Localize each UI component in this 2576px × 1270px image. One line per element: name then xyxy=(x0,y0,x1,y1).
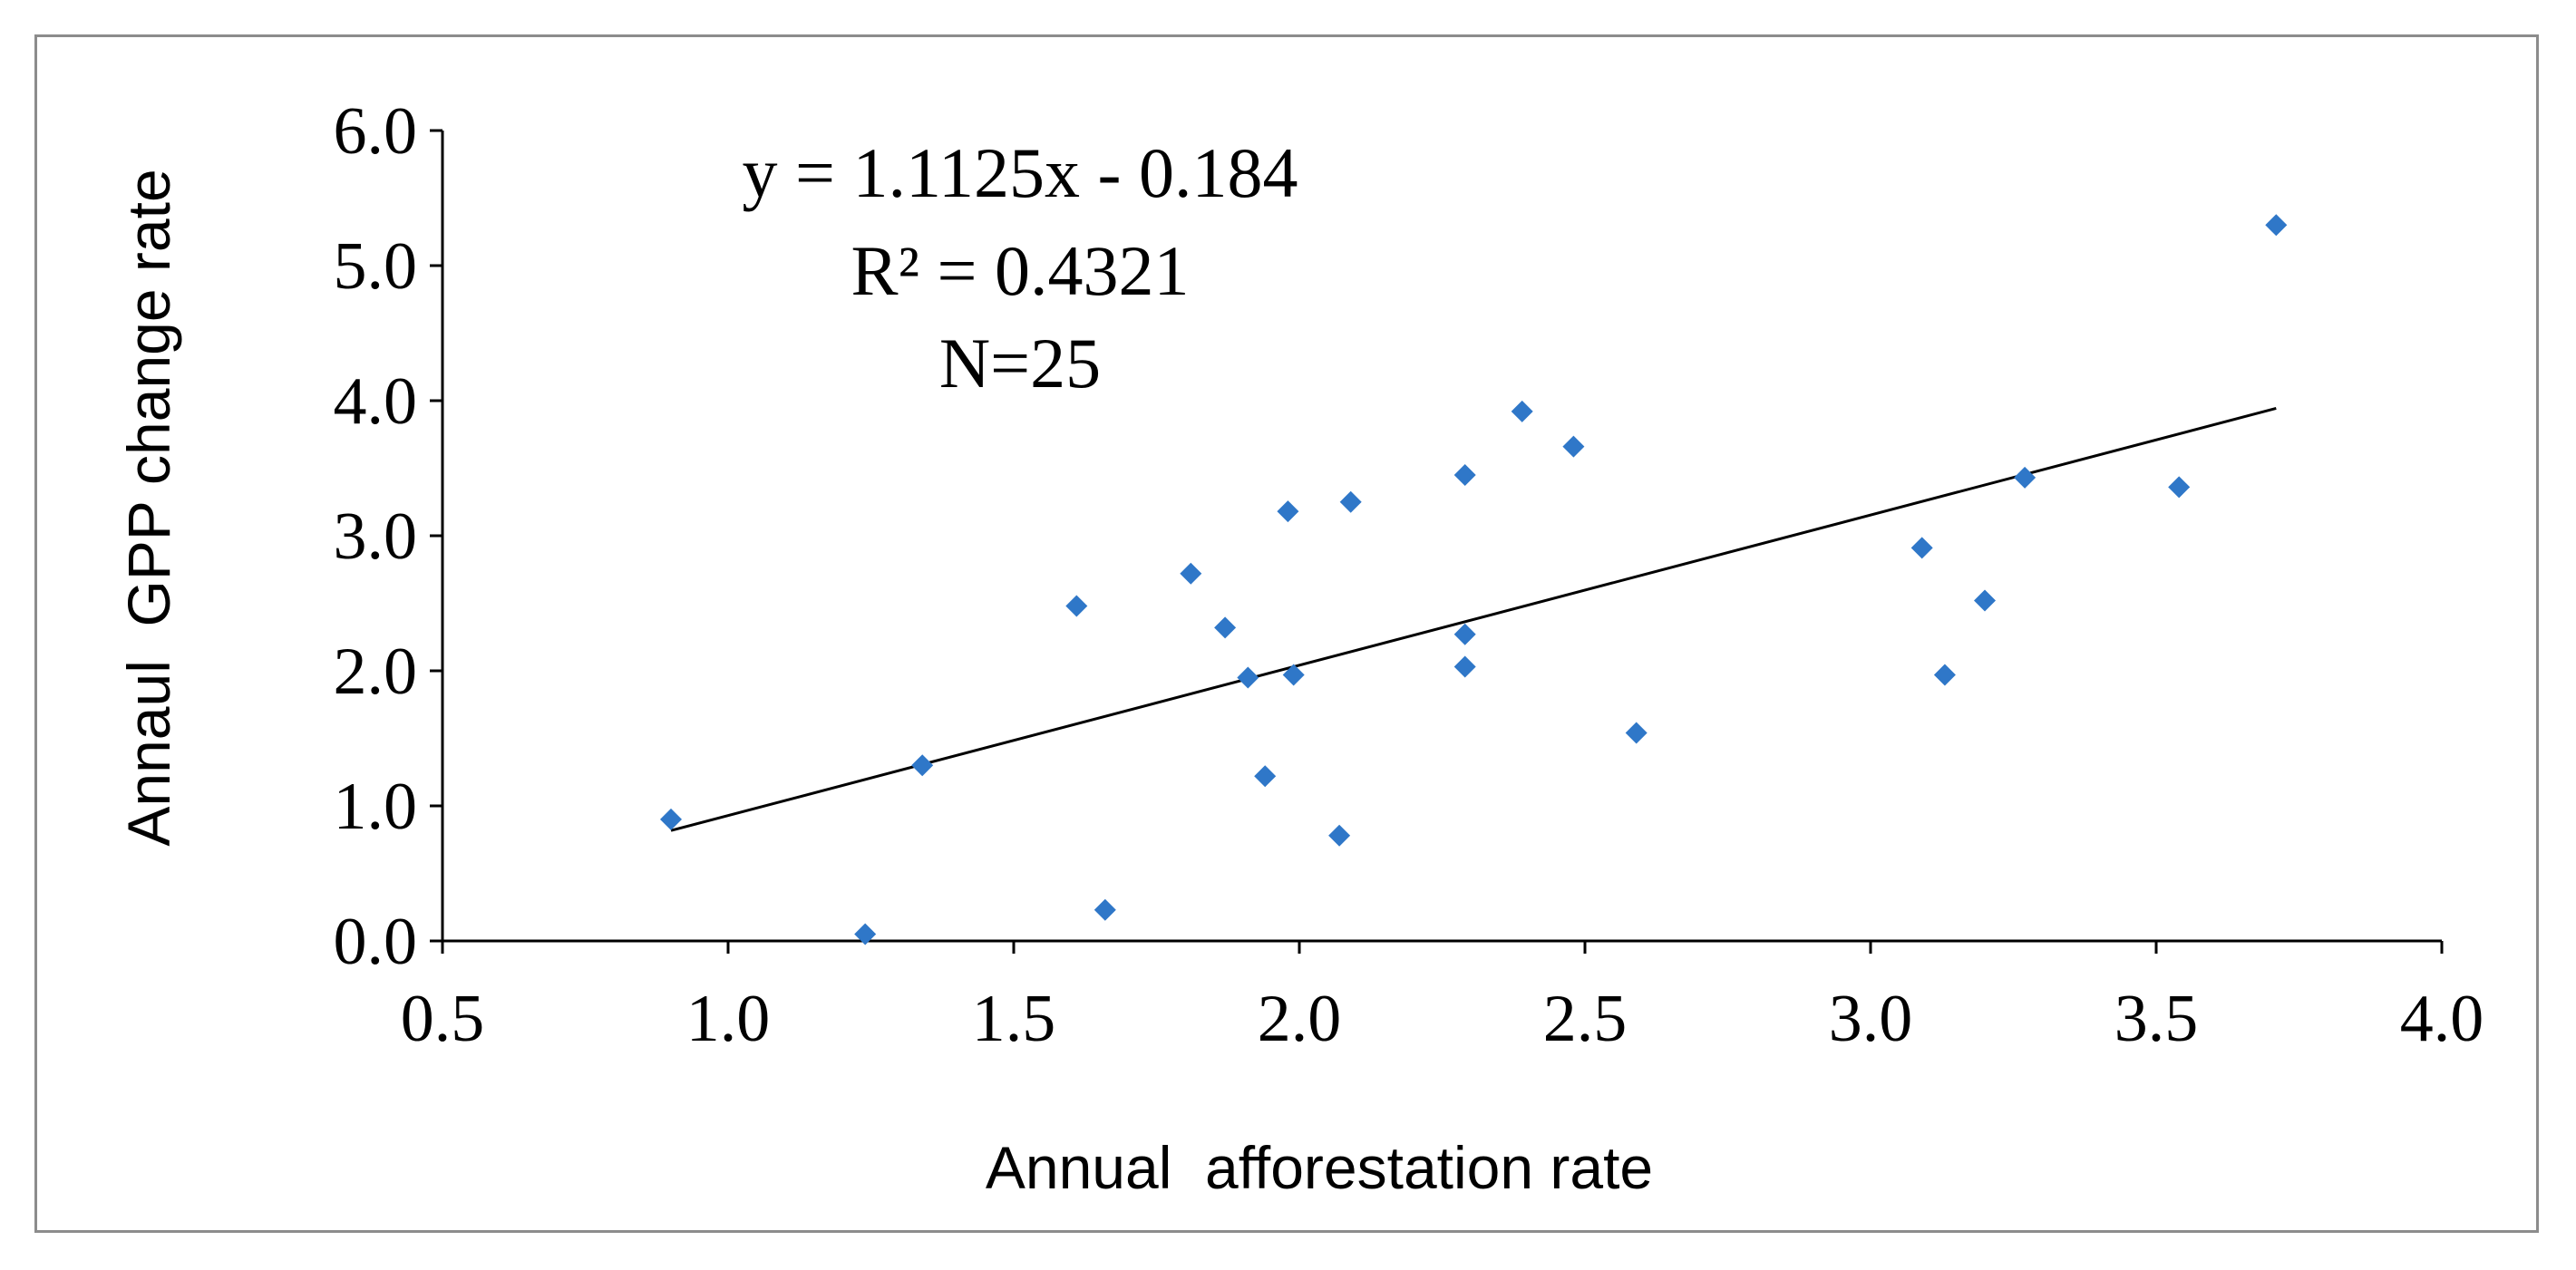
data-point xyxy=(1625,722,1648,744)
trendline xyxy=(670,406,2277,832)
data-point xyxy=(1180,562,1202,585)
y-tick-label: 5.0 xyxy=(334,229,418,304)
trendline-group xyxy=(670,406,2277,832)
y-tick-label: 4.0 xyxy=(334,364,418,439)
axes xyxy=(441,131,2442,943)
y-tick-label: 6.0 xyxy=(334,94,418,169)
data-point xyxy=(854,923,877,945)
data-point xyxy=(1094,898,1116,921)
x-tick-label: 2.0 xyxy=(1258,982,1342,1056)
data-point xyxy=(1277,500,1299,523)
x-tick-label: 2.5 xyxy=(1543,982,1628,1056)
data-point xyxy=(1562,435,1585,458)
x-tick-label: 0.5 xyxy=(401,982,485,1056)
data-point xyxy=(1282,664,1305,686)
data-point xyxy=(1214,616,1237,639)
x-tick-label: 3.0 xyxy=(1829,982,1913,1056)
data-point xyxy=(2168,476,2191,499)
data-point xyxy=(911,754,934,777)
data-point xyxy=(660,808,682,830)
data-point xyxy=(1328,824,1351,847)
y-ticks: 0.0 1.0 2.0 3.0 4.0 5.0 6.0 xyxy=(334,94,442,979)
data-point xyxy=(1511,400,1533,422)
data-point xyxy=(1453,655,1476,678)
data-point xyxy=(1065,595,1088,617)
x-tick-label: 3.5 xyxy=(2114,982,2199,1056)
y-tick-label: 2.0 xyxy=(334,635,418,709)
data-point xyxy=(1453,623,1476,645)
data-point xyxy=(2014,466,2036,489)
y-tick-label: 1.0 xyxy=(334,770,418,844)
data-point xyxy=(1254,765,1277,788)
data-point xyxy=(1974,589,1996,612)
x-tick-label: 1.5 xyxy=(972,982,1056,1056)
equation-annotation: y = 1.1125x - 0.184 xyxy=(742,133,1298,212)
y-tick-label: 3.0 xyxy=(334,499,418,574)
data-point xyxy=(1237,666,1259,689)
y-axis-title: Annaul GPP change rate xyxy=(115,169,182,846)
chart-frame xyxy=(34,34,2539,1233)
data-point xyxy=(1933,664,1956,686)
data-point xyxy=(2265,214,2288,237)
n-annotation: N=25 xyxy=(939,324,1101,402)
data-point xyxy=(1910,537,1933,559)
data-point xyxy=(1453,463,1476,486)
x-tick-label: 4.0 xyxy=(2400,982,2484,1056)
data-points xyxy=(660,214,2288,945)
x-tick-label: 1.0 xyxy=(686,982,771,1056)
data-point xyxy=(1339,490,1362,513)
r-squared-annotation: R² = 0.4321 xyxy=(851,231,1190,310)
x-ticks: 0.5 1.0 1.5 2.0 2.5 3.0 3.5 4.0 xyxy=(401,941,2484,1056)
y-tick-label: 0.0 xyxy=(334,905,418,979)
x-axis-title: Annual afforestation rate xyxy=(986,1134,1653,1201)
